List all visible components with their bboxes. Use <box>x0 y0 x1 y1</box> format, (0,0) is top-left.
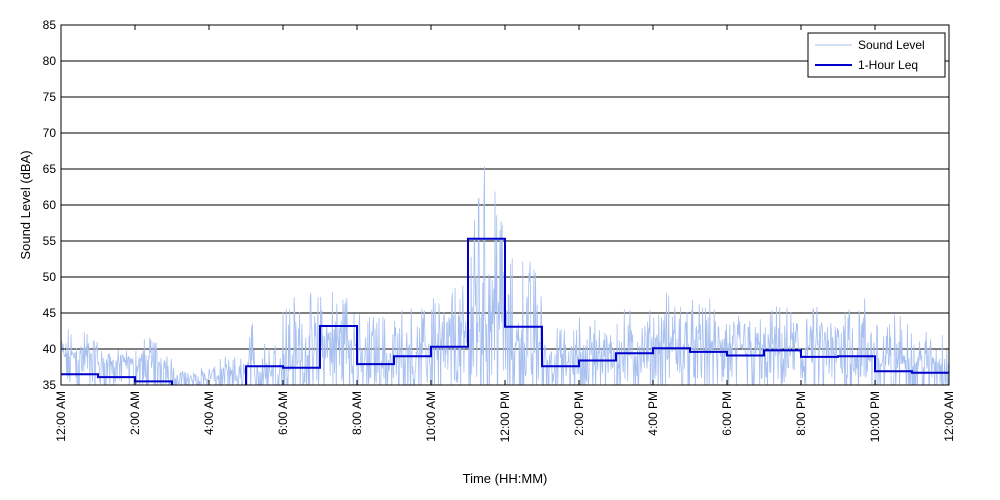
y-axis-label: Sound Level (dBA) <box>18 150 33 259</box>
x-tick-label: 12:00 PM <box>498 391 512 442</box>
y-tick-label: 65 <box>43 162 57 176</box>
x-tick-label: 4:00 AM <box>202 391 216 435</box>
y-tick-label: 55 <box>43 234 57 248</box>
y-tick-label: 80 <box>43 54 57 68</box>
y-tick-label: 45 <box>43 306 57 320</box>
y-tick-label: 40 <box>43 342 57 356</box>
y-tick-label: 75 <box>43 90 57 104</box>
legend-label-sound-level: Sound Level <box>858 38 925 52</box>
x-tick-label: 4:00 PM <box>646 391 660 436</box>
y-axis-ticks: 35 40 45 50 55 60 65 70 75 80 85 <box>43 18 949 392</box>
leq-step-line <box>61 237 949 385</box>
legend-box <box>807 32 946 78</box>
x-tick-label: 6:00 PM <box>720 391 734 436</box>
y-tick-label: 60 <box>43 198 57 212</box>
gridlines <box>61 60 949 350</box>
x-tick-label: 8:00 AM <box>350 391 364 435</box>
x-tick-label: 2:00 AM <box>128 391 142 435</box>
legend-label-leq: 1-Hour Leq <box>858 58 918 72</box>
x-axis-label: Time (HH:MM) <box>463 471 548 486</box>
x-tick-label: 6:00 AM <box>276 391 290 435</box>
y-tick-label: 70 <box>43 126 57 140</box>
x-tick-label: 8:00 PM <box>794 391 808 436</box>
legend: Sound Level 1-Hour Leq <box>807 32 946 78</box>
x-tick-label: 12:00 AM <box>942 391 956 442</box>
x-tick-label: 2:00 PM <box>572 391 586 436</box>
x-tick-label: 12:00 AM <box>54 391 68 442</box>
leq-series <box>61 237 949 385</box>
y-tick-label: 50 <box>43 270 57 284</box>
x-tick-label: 10:00 PM <box>868 391 882 442</box>
y-tick-label: 85 <box>43 18 57 32</box>
y-tick-label: 35 <box>43 378 57 392</box>
x-axis-ticks: 12:00 AM 2:00 AM 4:00 AM 6:00 AM 8:00 AM 10:0… <box>54 25 956 442</box>
x-tick-label: 10:00 AM <box>424 391 438 442</box>
